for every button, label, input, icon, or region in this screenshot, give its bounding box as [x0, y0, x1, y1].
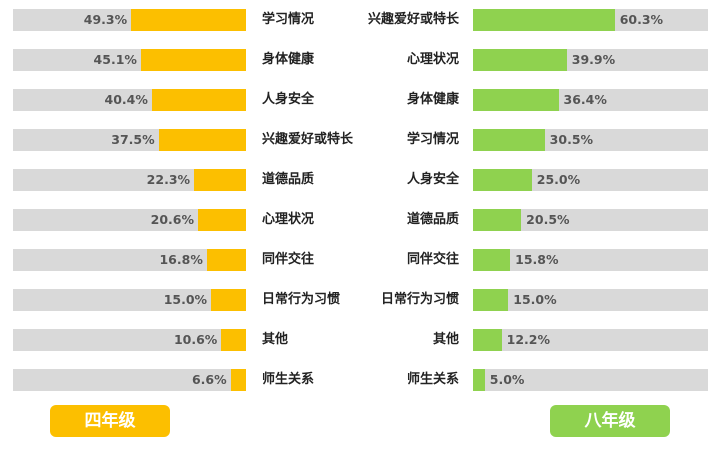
category-label: 心理状况 [406, 52, 459, 67]
bar-track [473, 209, 708, 231]
category-label: 心理状况 [262, 212, 315, 227]
grade-eight-legend-badge: 八年级 [550, 405, 670, 437]
bar-track [473, 169, 708, 191]
bar-grade4 [194, 169, 246, 191]
value-label: 30.5% [549, 132, 594, 147]
category-label: 同伴交往 [406, 252, 459, 267]
category-label: 日常行为习惯 [380, 292, 459, 307]
value-label: 49.3% [83, 12, 128, 27]
category-label: 人身安全 [262, 92, 315, 107]
bar-grade4 [221, 329, 246, 351]
value-label: 6.6% [191, 372, 227, 387]
value-label: 45.1% [93, 52, 137, 67]
bar-grade4 [198, 209, 246, 231]
bar-track [13, 289, 246, 311]
value-label: 25.0% [536, 172, 581, 187]
value-label: 15.0% [513, 292, 557, 307]
bar-track [473, 249, 708, 271]
bar-grade4 [206, 249, 246, 271]
category-label: 学习情况 [262, 12, 315, 27]
bar-grade4 [230, 369, 246, 391]
value-label: 12.2% [506, 332, 551, 347]
bar-grade8 [473, 129, 545, 151]
bar-grade8 [473, 169, 532, 191]
category-label: 师生关系 [406, 372, 459, 387]
category-label: 同伴交往 [262, 252, 315, 267]
category-label: 人身安全 [406, 172, 459, 187]
value-label: 5.0% [489, 372, 525, 387]
bar-grade8 [473, 9, 615, 31]
bar-track [473, 289, 708, 311]
value-label: 22.3% [146, 172, 191, 187]
bar-track [13, 329, 246, 351]
value-label: 40.4% [104, 92, 148, 107]
category-label: 身体健康 [406, 92, 459, 107]
bar-grade8 [473, 289, 509, 311]
bar-grade4 [158, 129, 246, 151]
category-label: 道德品质 [406, 212, 459, 227]
value-label: 20.5% [526, 212, 570, 227]
value-label: 39.9% [571, 52, 616, 67]
bar-grade8 [473, 329, 502, 351]
bar-grade8 [473, 209, 522, 231]
category-label: 其他 [432, 332, 459, 347]
value-label: 20.6% [150, 212, 195, 227]
bar-grade4 [211, 289, 246, 311]
value-label: 36.4% [563, 92, 607, 107]
bar-grade8 [473, 369, 485, 391]
value-label: 10.6% [173, 332, 218, 347]
bar-grade4 [151, 89, 246, 111]
category-label: 道德品质 [262, 172, 315, 187]
category-label: 其他 [262, 332, 289, 347]
value-label: 37.5% [111, 132, 155, 147]
bar-grade4 [131, 9, 246, 31]
bar-grade4 [140, 49, 246, 71]
bar-grade8 [473, 249, 511, 271]
category-label: 兴趣爱好或特长 [367, 12, 459, 27]
category-label: 师生关系 [262, 372, 315, 387]
value-label: 16.8% [159, 252, 203, 267]
bar-track [13, 169, 246, 191]
bar-track [473, 369, 708, 391]
category-label: 学习情况 [406, 132, 459, 147]
value-label: 60.3% [619, 12, 664, 27]
bar-track [13, 369, 246, 391]
category-label: 兴趣爱好或特长 [262, 132, 354, 147]
category-label: 日常行为习惯 [262, 292, 341, 307]
bar-track [473, 329, 708, 351]
grade-four-legend-badge: 四年级 [50, 405, 170, 437]
bar-track [13, 209, 246, 231]
value-label: 15.0% [163, 292, 208, 307]
category-label: 身体健康 [262, 52, 315, 67]
value-label: 15.8% [515, 252, 559, 267]
bar-track [13, 249, 246, 271]
bar-grade8 [473, 89, 559, 111]
bar-grade8 [473, 49, 567, 71]
